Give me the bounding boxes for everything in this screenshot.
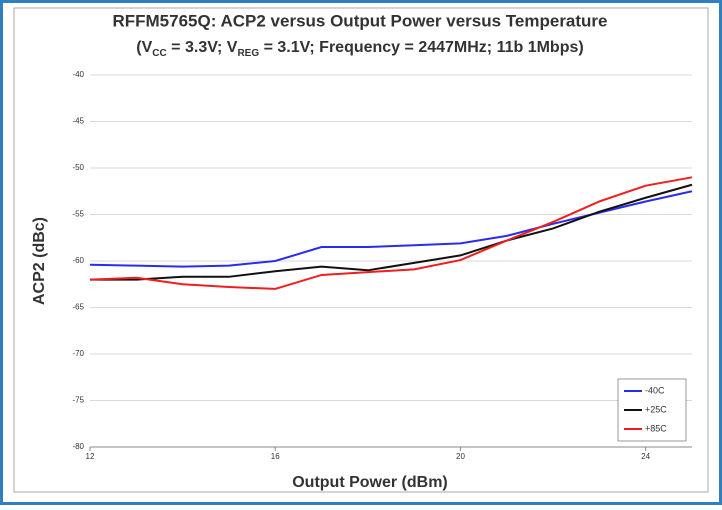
legend-label: -40C <box>645 385 665 395</box>
y-tick-label: -65 <box>72 303 84 312</box>
y-tick-label: -55 <box>72 210 84 219</box>
x-axis-label: Output Power (dBm) <box>292 474 448 491</box>
chart-border <box>13 7 709 493</box>
y-tick-label: -60 <box>72 256 84 265</box>
x-tick-label: 20 <box>456 452 465 461</box>
chart-subtitle: (VCC = 3.3V; VREG = 3.1V; Frequency = 24… <box>136 39 583 59</box>
legend-label: +25C <box>645 404 667 414</box>
chart-title: RFFM5765Q: ACP2 versus Output Power vers… <box>112 11 607 30</box>
y-tick-label: -40 <box>72 70 84 79</box>
x-tick-label: 12 <box>86 452 95 461</box>
y-tick-label: -75 <box>72 396 84 405</box>
y-tick-label: -70 <box>72 349 84 358</box>
legend-label: +85C <box>645 423 667 433</box>
subtitle-part: REG <box>237 48 259 59</box>
x-tick-label: 24 <box>641 452 650 461</box>
x-tick-label: 16 <box>271 452 280 461</box>
y-tick-label: -45 <box>72 117 84 126</box>
subtitle-part: (V <box>136 39 152 56</box>
series-line <box>90 183 693 281</box>
subtitle-part: CC <box>152 48 166 59</box>
subtitle-part: = 3.3V; V <box>167 39 238 56</box>
subtitle-part: = 3.1V; Frequency = 2447MHz; 11b 1Mbps) <box>259 39 584 56</box>
y-tick-label: -80 <box>72 442 84 451</box>
y-tick-label: -50 <box>72 163 84 172</box>
series-line <box>89 176 693 290</box>
y-axis-label: ACP2 (dBc) <box>31 217 48 305</box>
